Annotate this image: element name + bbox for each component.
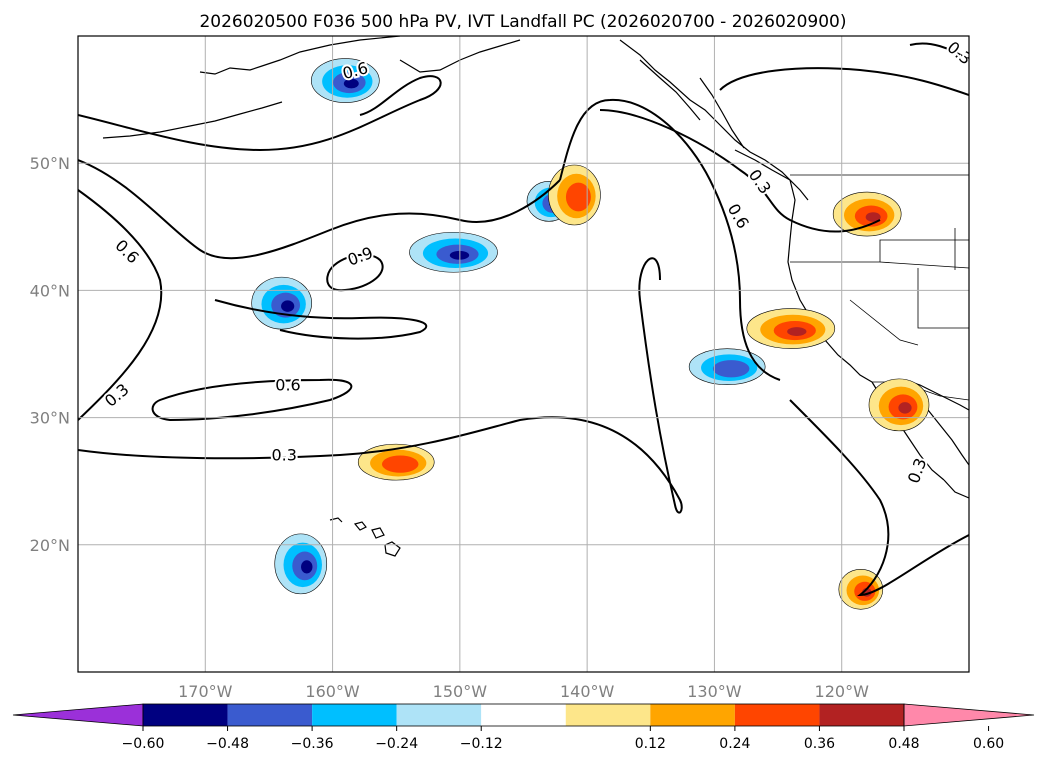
latitude-labels: 50°N 40°N 30°N 20°N bbox=[30, 154, 70, 555]
negative-pv-gulf-of-alaska bbox=[310, 58, 380, 103]
colorbar-label: −0.36 bbox=[291, 736, 334, 752]
contour-label: 0.3 bbox=[271, 445, 296, 464]
gridlines bbox=[78, 36, 969, 672]
lon-tick-label: 160°W bbox=[305, 682, 360, 701]
lon-tick-label: 140°W bbox=[560, 682, 615, 701]
positive-ivt-north-pacific-band-2 bbox=[565, 182, 591, 212]
chart-title: 2026020500 F036 500 hPa PV, IVT Landfall… bbox=[199, 12, 846, 32]
colorbar-bin-1 bbox=[227, 704, 313, 726]
colorbar-label: 0.36 bbox=[804, 736, 835, 752]
colorbar-label: 0.48 bbox=[888, 736, 919, 752]
colorbar-label: −0.12 bbox=[460, 736, 503, 752]
lat-tick-label: 30°N bbox=[30, 409, 70, 428]
colorbar-label: −0.24 bbox=[375, 736, 418, 752]
negative-pv-hawaii-band-3 bbox=[301, 560, 313, 574]
positive-ivt-baja bbox=[868, 378, 930, 432]
colorbar-bin-5 bbox=[565, 704, 651, 726]
positive-ivt-northwest-us-band-3 bbox=[865, 212, 881, 222]
colorbar-bin-3 bbox=[396, 704, 482, 726]
lat-tick-label: 40°N bbox=[30, 281, 70, 300]
negative-pv-west-pacific bbox=[251, 276, 312, 330]
lat-tick-label: 50°N bbox=[30, 154, 70, 173]
negative-pv-gulf-of-alaska-band-3 bbox=[343, 78, 359, 89]
colorbar-bin-6 bbox=[650, 704, 735, 726]
colorbar-label: 0.24 bbox=[719, 736, 750, 752]
lat-tick-label: 20°N bbox=[30, 536, 70, 555]
colorbar: −0.60 −0.48 −0.36 −0.24 −0.12 0.12 0.24 0.36 0.4… bbox=[12, 703, 1035, 752]
colorbar-label: −0.48 bbox=[206, 736, 249, 752]
lon-tick-label: 170°W bbox=[178, 682, 233, 701]
longitude-labels: 170°W 160°W 150°W 140°W 130°W 120°W bbox=[178, 682, 869, 701]
negative-pv-west-pacific-band-3 bbox=[281, 300, 295, 312]
negative-pv-off-california bbox=[688, 348, 766, 386]
colorbar-bin-0 bbox=[143, 704, 228, 726]
colorbar-outline bbox=[142, 703, 905, 727]
map-background bbox=[78, 36, 969, 672]
colorbar-label: −0.60 bbox=[122, 736, 165, 752]
positive-ivt-subtropics bbox=[357, 443, 435, 481]
positive-ivt-baja-band-3 bbox=[898, 402, 912, 414]
colorbar-bin-4 bbox=[481, 704, 566, 726]
colorbar-label: 0.60 bbox=[973, 736, 1004, 752]
positive-ivt-northwest-us bbox=[832, 191, 902, 237]
positive-ivt-california-band-3 bbox=[787, 327, 807, 336]
positive-ivt-california bbox=[746, 308, 836, 349]
lon-tick-label: 130°W bbox=[687, 682, 742, 701]
map-frame bbox=[77, 35, 970, 673]
colorbar-bin-2 bbox=[312, 704, 397, 726]
colorbar-bin-8 bbox=[819, 704, 904, 726]
colorbar-extend-high bbox=[903, 703, 1035, 727]
contour-label: 0.6 bbox=[275, 375, 300, 394]
negative-pv-hawaii bbox=[274, 533, 328, 595]
positive-ivt-north-pacific bbox=[548, 164, 601, 226]
negative-pv-off-california-band-2 bbox=[712, 360, 750, 378]
lon-tick-label: 120°W bbox=[815, 682, 870, 701]
negative-pv-central-pacific bbox=[409, 231, 498, 273]
colorbar-label: 0.12 bbox=[635, 736, 666, 752]
positive-ivt-subtropics-band-2 bbox=[381, 455, 419, 473]
colorbar-bin-7 bbox=[734, 704, 820, 726]
colorbar-extend-low bbox=[12, 703, 144, 727]
lon-tick-label: 150°W bbox=[433, 682, 488, 701]
